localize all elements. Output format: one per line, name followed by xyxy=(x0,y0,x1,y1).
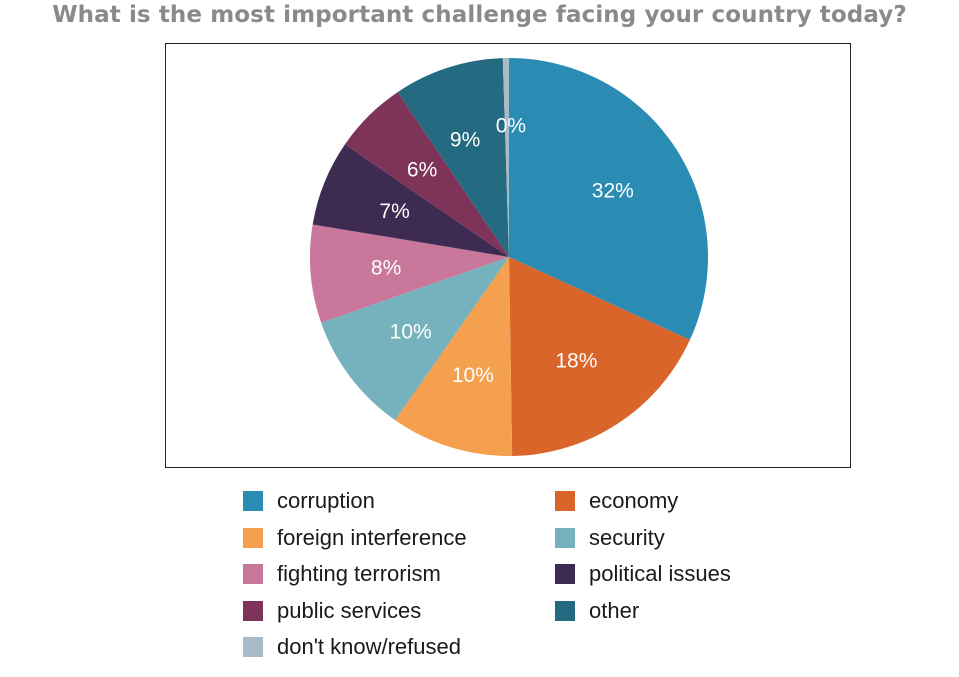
slice-label: 10% xyxy=(452,364,494,387)
legend-swatch xyxy=(555,491,575,511)
legend-item: fighting terrorism xyxy=(243,561,441,587)
legend-label: political issues xyxy=(589,561,731,586)
legend-item: security xyxy=(555,525,665,551)
pie-slice-other xyxy=(397,58,509,257)
legend-label: fighting terrorism xyxy=(277,561,441,586)
legend-swatch xyxy=(555,527,575,548)
slice-label: 10% xyxy=(390,321,432,344)
slice-label: 8% xyxy=(371,257,401,280)
legend-swatch xyxy=(555,564,575,584)
legend-item: foreign interference xyxy=(243,525,467,551)
pie-slice-don-t-know-refused xyxy=(502,58,509,257)
chart-title: What is the most important challenge fac… xyxy=(52,2,907,28)
legend-label: economy xyxy=(589,488,679,513)
legend-label: other xyxy=(589,597,640,623)
slice-label: 6% xyxy=(407,158,437,181)
legend-item: public services xyxy=(243,598,421,624)
legend-swatch xyxy=(243,564,263,584)
legend-label: public services xyxy=(277,597,422,623)
legend-item: economy xyxy=(555,488,678,514)
slice-label: 32% xyxy=(592,179,634,202)
pie-slice-security xyxy=(321,257,509,421)
pie-slice-foreign-interference xyxy=(395,257,513,457)
legend-label: don't know/refused xyxy=(277,634,461,659)
legend-swatch xyxy=(243,600,263,621)
legend-label: security xyxy=(589,524,665,550)
legend-item: corruption xyxy=(243,488,375,514)
legend-item: political issues xyxy=(555,561,731,587)
legend-swatch xyxy=(555,600,575,621)
pie-slice-public-services xyxy=(344,92,509,257)
legend-swatch xyxy=(243,491,263,511)
legend-swatch xyxy=(243,527,263,548)
legend-label: foreign interference xyxy=(277,524,467,550)
legend-item: other xyxy=(555,598,639,624)
pie-slice-political-issues xyxy=(312,144,509,257)
legend-item: don't know/refused xyxy=(243,634,461,660)
slice-label: 0% xyxy=(496,115,526,138)
legend-swatch xyxy=(243,637,263,657)
pie-slice-economy xyxy=(509,257,690,456)
slice-label: 9% xyxy=(450,129,480,152)
pie-slice-corruption xyxy=(509,58,708,340)
legend-label: corruption xyxy=(277,488,375,513)
slice-label: 18% xyxy=(555,349,597,372)
pie-slice-fighting-terrorism xyxy=(309,224,509,323)
slice-label: 7% xyxy=(379,200,409,223)
